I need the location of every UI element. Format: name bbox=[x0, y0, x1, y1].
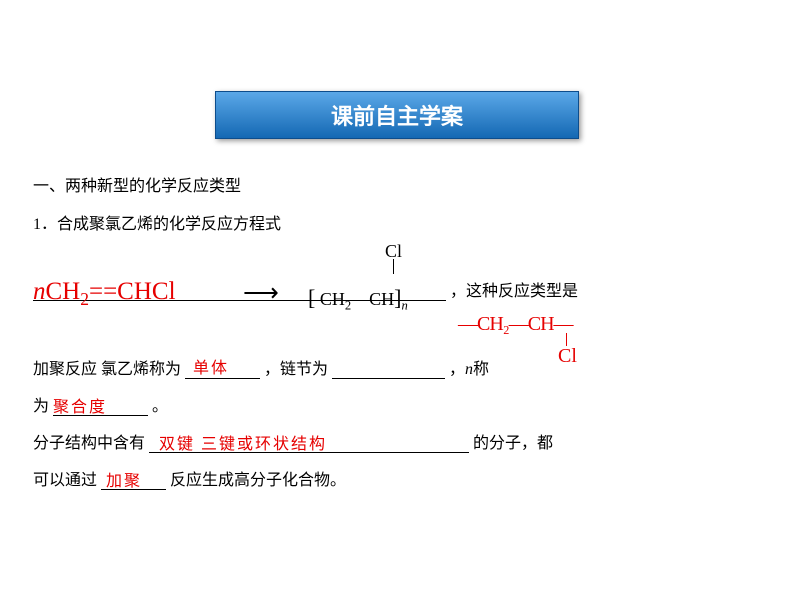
line-4-row: 为 聚合度 。 bbox=[33, 392, 763, 416]
line-4b: 。 bbox=[152, 398, 168, 415]
blank-structure: 双键 三键或环状结构 bbox=[149, 434, 469, 453]
line-5a: 分子结构中含有 bbox=[33, 435, 145, 452]
eq-cl-bond bbox=[393, 259, 394, 274]
eq-arrow: ⟶ bbox=[243, 278, 279, 308]
link-ch2: —CH₂—CH— bbox=[458, 313, 573, 335]
answer-poly: 加聚 bbox=[106, 467, 142, 491]
item-1-text: 1．合成聚氯乙烯的化学反应方程式 bbox=[33, 216, 281, 233]
line-3a: 加聚反应 氯乙烯称为 bbox=[33, 361, 181, 378]
blank-degree: 聚合度 bbox=[53, 397, 148, 416]
blank-monomer: 单体 bbox=[185, 360, 260, 379]
equation-row: nCH2==CHCl ⟶ [ CH2—CH]n ，这种反应类型是 bbox=[33, 277, 763, 301]
line-6a: 可以通过 bbox=[33, 472, 97, 489]
line-4a: 为 bbox=[33, 398, 49, 415]
line-3c: ，n称 bbox=[449, 361, 489, 378]
line-5b: 的分子，都 bbox=[473, 435, 553, 452]
answer-structure: 双键 三键或环状结构 bbox=[159, 430, 327, 454]
sentence-2a: ，这种反应类型是 bbox=[450, 283, 578, 300]
line-5-row: 分子结构中含有 双键 三键或环状结构 的分子，都 bbox=[33, 429, 763, 453]
line-6-row: 可以通过 加聚 反应生成高分子化合物。 bbox=[33, 466, 763, 490]
item-1-line: 1．合成聚氯乙烯的化学反应方程式 bbox=[33, 210, 763, 234]
eq-left: nCH2==CHCl bbox=[33, 278, 176, 310]
line-3-row: 加聚反应 氯乙烯称为 单体 ，链节为 ，n称 bbox=[33, 355, 763, 379]
equation-blank: nCH2==CHCl ⟶ [ CH2—CH]n bbox=[33, 282, 446, 301]
header-title-box: 课前自主学案 bbox=[215, 91, 579, 139]
link-unit: —CH₂—CH— Cl bbox=[458, 313, 573, 336]
eq-cl-top: Cl bbox=[385, 241, 402, 262]
answer-monomer: 单体 bbox=[193, 354, 229, 378]
answer-degree: 聚合度 bbox=[53, 393, 107, 417]
blank-link bbox=[332, 360, 445, 379]
line-3b: ，链节为 bbox=[264, 361, 328, 378]
heading-1-text: 一、两种新型的化学反应类型 bbox=[33, 178, 241, 195]
eq-product: [ CH2—CH]n bbox=[308, 285, 408, 314]
header-title: 课前自主学案 bbox=[331, 99, 463, 131]
heading-line-1: 一、两种新型的化学反应类型 bbox=[33, 172, 763, 196]
blank-poly: 加聚 bbox=[101, 471, 166, 490]
line-6b: 反应生成高分子化合物。 bbox=[170, 472, 346, 489]
eq-cl-label: Cl bbox=[385, 241, 402, 261]
